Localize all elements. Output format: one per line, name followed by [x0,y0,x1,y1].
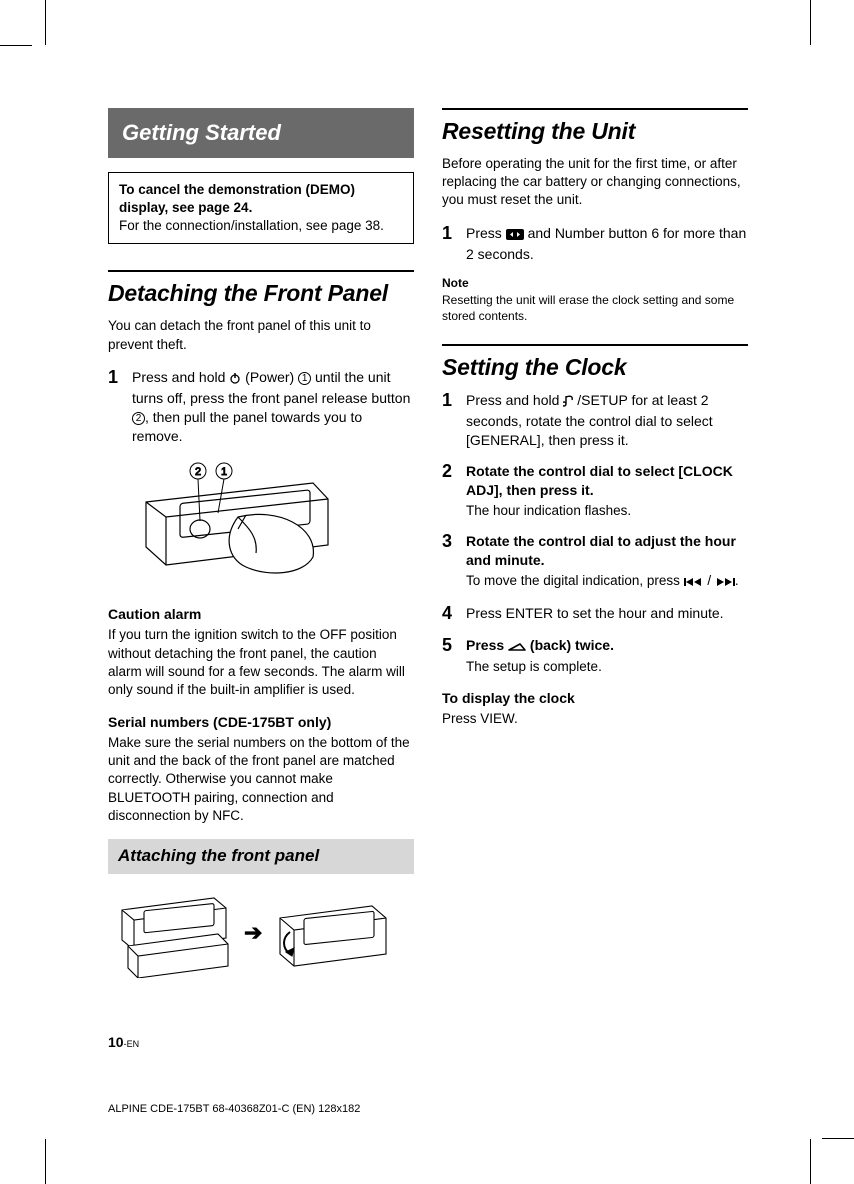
clock-step-3: 3 Rotate the control dial to adjust the … [442,532,748,592]
src-icon [506,226,524,245]
callout-2-icon: 2 [132,412,145,425]
clock-step-2: 2 Rotate the control dial to select [CLO… [442,462,748,520]
step-text: Rotate the control dial to adjust the ho… [466,532,748,592]
note-text: Resetting the unit will erase the clock … [442,292,748,324]
section-rule [108,270,414,272]
prev-track-icon [684,574,704,592]
notice-rest: For the connection/installation, see pag… [119,218,384,233]
step-text: Press and hold (Power) 1 until the unit … [132,368,414,446]
step-text: Press (back) twice. The setup is complet… [466,636,748,677]
caution-alarm-body: If you turn the ignition switch to the O… [108,626,414,699]
reset-intro: Before operating the unit for the first … [442,155,748,210]
step-number: 5 [442,636,456,677]
step-number: 3 [442,532,456,592]
serial-body: Make sure the serial numbers on the bott… [108,734,414,825]
detach-illustration: 1 2 [128,457,414,587]
detach-intro: You can detach the front panel of this u… [108,317,414,353]
attach-illustration: ➔ [114,888,414,978]
detach-step-1: 1 Press and hold (Power) 1 until the uni… [108,368,414,446]
clock-step-5: 5 Press (back) twice. The setup is compl… [442,636,748,677]
svg-text:2: 2 [195,466,201,478]
detach-heading: Detaching the Front Panel [108,278,414,309]
step-number: 1 [442,224,456,264]
arrow-icon: ➔ [244,918,262,948]
section-rule [442,108,748,110]
step-number: 4 [442,604,456,624]
step-text: Press and hold /SETUP for at least 2 sec… [466,391,748,450]
note-label: Note [442,275,748,291]
callout-1-icon: 1 [298,372,311,385]
attaching-subheading: Attaching the front panel [108,839,414,874]
right-column: Resetting the Unit Before operating the … [442,108,748,996]
power-icon [229,370,241,389]
section-rule [442,344,748,346]
display-clock-heading: To display the clock [442,689,748,708]
clock-step-4: 4 Press ENTER to set the hour and minute… [442,604,748,624]
left-column: Getting Started To cancel the demonstrat… [108,108,414,996]
step-number: 2 [442,462,456,520]
page-number: 10-EN [108,1033,139,1052]
svg-text:1: 1 [221,466,227,478]
audio-setup-icon [563,393,577,412]
footer-line: ALPINE CDE-175BT 68-40368Z01-C (EN) 128x… [108,1102,360,1117]
back-icon [508,638,526,657]
notice-bold: To cancel the demonstration (DEMO) displ… [119,182,355,215]
getting-started-banner: Getting Started [108,108,414,158]
next-track-icon [715,574,735,592]
clock-heading: Setting the Clock [442,352,748,383]
step-text: Press ENTER to set the hour and minute. [466,604,748,624]
content-area: Getting Started To cancel the demonstrat… [108,108,748,996]
serial-heading: Serial numbers (CDE-175BT only) [108,713,414,732]
reset-step-1: 1 Press and Number button 6 for more tha… [442,224,748,264]
caution-alarm-heading: Caution alarm [108,605,414,624]
reset-heading: Resetting the Unit [442,116,748,147]
step-number: 1 [108,368,122,446]
step-text: Rotate the control dial to select [CLOCK… [466,462,748,520]
manual-page: Getting Started To cancel the demonstrat… [0,0,854,1184]
display-clock-body: Press VIEW. [442,710,748,728]
clock-step-1: 1 Press and hold /SETUP for at least 2 s… [442,391,748,450]
step-text: Press and Number button 6 for more than … [466,224,748,264]
step-number: 1 [442,391,456,450]
demo-notice-box: To cancel the demonstration (DEMO) displ… [108,172,414,245]
